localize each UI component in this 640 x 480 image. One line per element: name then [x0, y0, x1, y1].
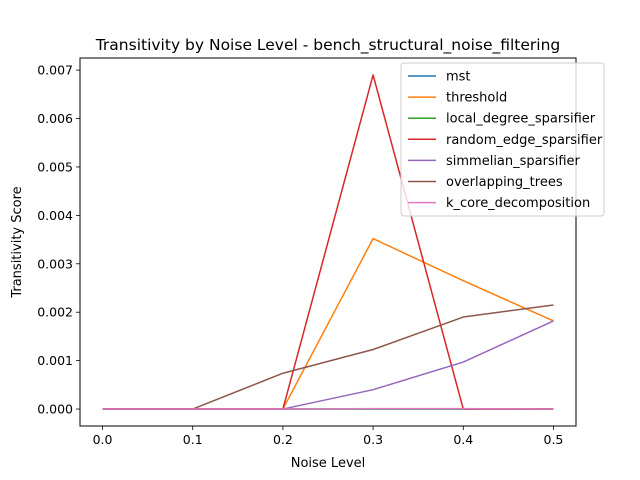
- y-tick-label: 0.001: [37, 353, 73, 368]
- series-line-threshold: [102, 237, 554, 410]
- y-tick-label: 0.004: [37, 208, 73, 223]
- y-tick-label: 0.007: [37, 63, 73, 78]
- series-line-overlapping_trees: [102, 304, 554, 410]
- legend-label-k_core_decomposition: k_core_decomposition: [446, 196, 590, 211]
- series-line-simmelian_sparsifier: [102, 320, 554, 410]
- series-layer: [102, 74, 554, 410]
- legend-label-local_degree_sparsifier: local_degree_sparsifier: [446, 112, 596, 127]
- chart-title: Transitivity by Noise Level - bench_stru…: [95, 36, 561, 55]
- x-tick-label: 0.2: [273, 432, 293, 447]
- y-tick-label: 0.003: [37, 256, 73, 271]
- legend-label-simmelian_sparsifier: simmelian_sparsifier: [446, 154, 581, 169]
- y-tick-label: 0.005: [37, 159, 73, 174]
- legend-label-mst: mst: [446, 70, 471, 85]
- y-tick-label: 0.006: [37, 111, 73, 126]
- legend-label-overlapping_trees: overlapping_trees: [446, 175, 563, 190]
- y-axis: 0.000 0.001 0.002 0.003 0.004 0.005 0.006 0.007: [37, 63, 80, 417]
- x-axis-title: Noise Level: [291, 456, 366, 471]
- x-tick-label: 0.5: [544, 432, 564, 447]
- legend-items: mst threshold local_degree_sparsifierrando…: [408, 70, 603, 211]
- legend: mst threshold local_degree_sparsifierrando…: [400, 62, 605, 217]
- x-tick-label: 0.4: [453, 432, 473, 447]
- x-axis: 0.0 0.1 0.2 0.3 0.4 0.5: [93, 426, 564, 447]
- plot-frame: [79, 57, 577, 427]
- legend-label-random_edge_sparsifier: random_edge_sparsifier: [446, 133, 603, 148]
- x-tick-label: 0.3: [363, 432, 383, 447]
- y-tick-label: 0.000: [37, 402, 73, 417]
- x-tick-label: 0.1: [183, 432, 203, 447]
- y-tick-label: 0.002: [37, 305, 73, 320]
- legend-label-threshold: threshold: [446, 91, 507, 106]
- legend-box: [400, 62, 605, 217]
- y-axis-title: Transitivity Score: [10, 186, 25, 298]
- x-tick-label: 0.0: [93, 432, 113, 447]
